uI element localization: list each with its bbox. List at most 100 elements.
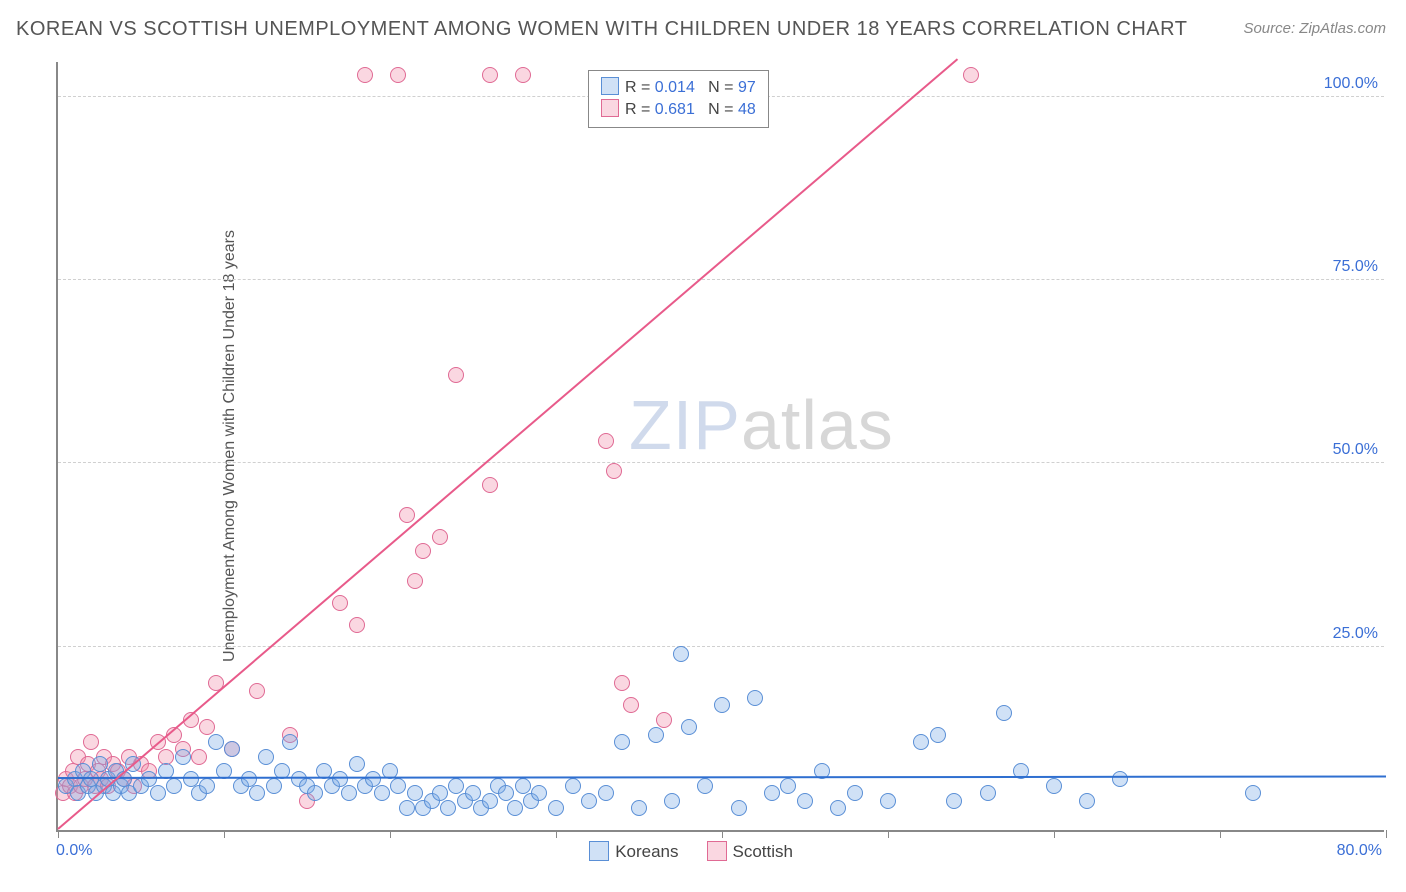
scottish-marker <box>199 719 215 735</box>
koreans-marker <box>166 778 182 794</box>
koreans-marker <box>747 690 763 706</box>
scottish-marker <box>623 697 639 713</box>
scottish-marker <box>598 433 614 449</box>
x-tick-mark <box>722 830 723 838</box>
scottish-marker <box>515 67 531 83</box>
scottish-marker <box>191 749 207 765</box>
scottish-marker <box>83 734 99 750</box>
koreans-trendline <box>58 775 1386 778</box>
koreans-marker <box>648 727 664 743</box>
koreans-marker <box>780 778 796 794</box>
x-tick-mark <box>224 830 225 838</box>
koreans-marker <box>714 697 730 713</box>
koreans-marker <box>448 778 464 794</box>
scottish-marker <box>407 573 423 589</box>
koreans-marker <box>880 793 896 809</box>
koreans-marker <box>980 785 996 801</box>
koreans-marker <box>565 778 581 794</box>
gridline <box>58 646 1384 647</box>
x-tick-mark <box>556 830 557 838</box>
correlation-legend: R = 0.014 N = 97R = 0.681 N = 48 <box>588 70 769 128</box>
scottish-marker <box>332 595 348 611</box>
y-tick-label: 25.0% <box>1333 625 1378 643</box>
x-tick-mark <box>1054 830 1055 838</box>
gridline <box>58 279 1384 280</box>
koreans-marker <box>175 749 191 765</box>
koreans-marker <box>374 785 390 801</box>
koreans-marker <box>507 800 523 816</box>
x-max-label: 80.0% <box>1337 842 1382 860</box>
koreans-marker <box>531 785 547 801</box>
koreans-marker <box>1112 771 1128 787</box>
koreans-marker <box>365 771 381 787</box>
koreans-marker <box>614 734 630 750</box>
scottish-marker <box>606 463 622 479</box>
koreans-marker <box>673 646 689 662</box>
scottish-marker <box>963 67 979 83</box>
koreans-marker <box>930 727 946 743</box>
chart-title: KOREAN VS SCOTTISH UNEMPLOYMENT AMONG WO… <box>16 18 1187 41</box>
koreans-marker <box>681 719 697 735</box>
x-tick-mark <box>1220 830 1221 838</box>
koreans-marker <box>498 785 514 801</box>
koreans-marker <box>282 734 298 750</box>
koreans-marker <box>208 734 224 750</box>
scottish-marker <box>432 529 448 545</box>
scottish-marker <box>614 675 630 691</box>
scottish-marker <box>399 507 415 523</box>
x-tick-mark <box>1386 830 1387 838</box>
koreans-marker <box>482 793 498 809</box>
scottish-marker <box>357 67 373 83</box>
koreans-marker <box>697 778 713 794</box>
scottish-marker <box>158 749 174 765</box>
koreans-marker <box>946 793 962 809</box>
koreans-marker <box>224 741 240 757</box>
koreans-marker <box>349 756 365 772</box>
x-origin-label: 0.0% <box>56 842 92 860</box>
scottish-marker <box>482 477 498 493</box>
koreans-marker <box>664 793 680 809</box>
scottish-marker <box>249 683 265 699</box>
scottish-marker <box>448 367 464 383</box>
watermark: ZIPatlas <box>629 385 894 465</box>
x-tick-mark <box>888 830 889 838</box>
koreans-marker <box>1079 793 1095 809</box>
koreans-marker <box>764 785 780 801</box>
x-tick-mark <box>390 830 391 838</box>
koreans-marker <box>548 800 564 816</box>
koreans-marker <box>631 800 647 816</box>
koreans-marker <box>581 793 597 809</box>
koreans-marker <box>996 705 1012 721</box>
scatter-plot-area: 25.0%50.0%75.0%100.0%0.0%80.0%ZIPatlasR … <box>56 62 1384 832</box>
koreans-marker <box>199 778 215 794</box>
scottish-marker <box>415 543 431 559</box>
koreans-marker <box>515 778 531 794</box>
scottish-marker <box>349 617 365 633</box>
koreans-marker <box>258 749 274 765</box>
koreans-marker <box>797 793 813 809</box>
koreans-marker <box>399 800 415 816</box>
koreans-marker <box>407 785 423 801</box>
koreans-marker <box>92 756 108 772</box>
scottish-marker <box>390 67 406 83</box>
koreans-marker <box>341 785 357 801</box>
y-tick-label: 75.0% <box>1333 258 1378 276</box>
koreans-marker <box>390 778 406 794</box>
koreans-marker <box>830 800 846 816</box>
koreans-marker <box>432 785 448 801</box>
x-tick-mark <box>58 830 59 838</box>
scottish-marker <box>482 67 498 83</box>
scottish-marker <box>656 712 672 728</box>
koreans-marker <box>266 778 282 794</box>
koreans-marker <box>847 785 863 801</box>
koreans-marker <box>307 785 323 801</box>
koreans-marker <box>440 800 456 816</box>
koreans-marker <box>598 785 614 801</box>
y-tick-label: 50.0% <box>1333 441 1378 459</box>
gridline <box>58 462 1384 463</box>
source-attribution: Source: ZipAtlas.com <box>1243 20 1386 37</box>
koreans-marker <box>465 785 481 801</box>
koreans-marker <box>150 785 166 801</box>
koreans-marker <box>913 734 929 750</box>
koreans-marker <box>249 785 265 801</box>
